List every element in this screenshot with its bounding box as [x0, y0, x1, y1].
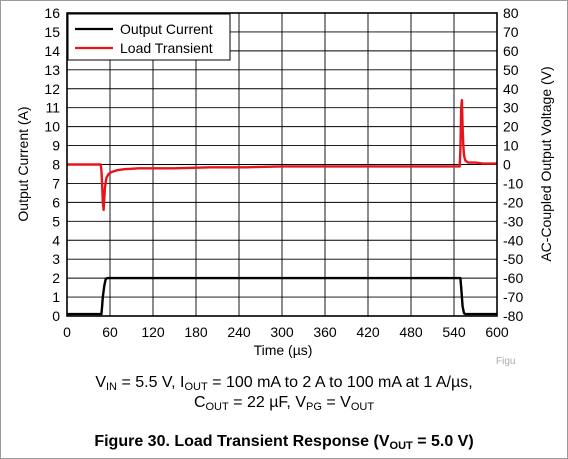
y-left-tick-label: 10: [44, 119, 60, 135]
y-right-tick-label: -20: [503, 194, 523, 210]
y-left-tick-label: 12: [44, 81, 60, 97]
y-axis-label-right: AC-Coupled Output Voltage (V): [538, 66, 554, 261]
x-tick-label: 540: [442, 324, 466, 340]
legend-label-output-current: Output Current: [120, 21, 213, 37]
y-left-tick-label: 9: [52, 138, 60, 154]
x-tick-label: 420: [356, 324, 380, 340]
y-right-tick-label: -50: [503, 251, 523, 267]
legend-box: [67, 13, 231, 61]
y-right-tick-label: -60: [503, 270, 523, 286]
y-left-tick-label: 3: [52, 251, 60, 267]
y-left-tick-label: 2: [52, 270, 60, 286]
y-left-tick-label: 13: [44, 62, 60, 78]
y-right-tick-label: -10: [503, 175, 523, 191]
series-layer: [67, 98, 497, 316]
x-tick-label: 240: [227, 324, 251, 340]
x-tick-label: 60: [102, 324, 118, 340]
y-right-tick-label: 0: [503, 157, 511, 173]
legend-label-load-transient: Load Transient: [120, 40, 213, 56]
y-right-tick-label: 10: [503, 138, 519, 154]
x-tick-label: 0: [63, 324, 71, 340]
y-left-tick-label: 7: [52, 175, 60, 191]
y-right-tick-label: 20: [503, 119, 519, 135]
x-axis-label: Time (µs): [254, 342, 313, 358]
x-tick-label: 600: [485, 324, 509, 340]
y-left-tick-label: 0: [52, 308, 60, 324]
series-line-load-transient: [67, 98, 497, 212]
caption-line-2: COUT = 22 µF, VPG = VOUT: [193, 394, 375, 413]
y-right-tick-label: 50: [503, 62, 519, 78]
load-transient-chart: 0 60 120 180 240 300 360 420 480 540 6000123456789…: [15, 5, 554, 358]
y-left-tick-label: 1: [52, 289, 60, 305]
y-left-tick-label: 16: [44, 5, 60, 21]
y-right-tick-label: -30: [503, 213, 523, 229]
plot-border: [66, 12, 498, 317]
y-left-tick-label: 5: [52, 213, 60, 229]
x-tick-label: 120: [141, 324, 165, 340]
y-right-tick-label: 80: [503, 5, 519, 21]
y-right-tick-label: -70: [503, 289, 523, 305]
x-tick-label: 480: [399, 324, 423, 340]
x-tick-label: 300: [270, 324, 294, 340]
y-right-tick-label: 60: [503, 43, 519, 59]
x-tick-label: 360: [313, 324, 337, 340]
y-left-tick-label: 11: [45, 100, 60, 116]
x-tick-label: 180: [184, 324, 208, 340]
watermark-text: Figu: [496, 356, 516, 367]
y-left-tick-label: 15: [44, 24, 60, 40]
y-right-tick-label: 30: [503, 100, 519, 116]
y-right-tick-label: -40: [503, 232, 523, 248]
y-left-tick-label: 4: [52, 232, 60, 248]
y-axis-label-left: Output Current (A): [15, 106, 31, 221]
y-left-tick-label: 14: [44, 43, 60, 59]
caption-line-1: VIN = 5.5 V, IOUT = 100 mA to 2 A to 100…: [95, 374, 473, 393]
y-right-tick-label: 70: [503, 24, 519, 40]
tick-labels: 0 60 120 180 240 300 360 420 480 540 6000123456789…: [44, 5, 523, 340]
legend: Output Current Load Transient: [67, 13, 231, 61]
y-right-tick-label: -80: [503, 308, 523, 324]
y-left-tick-label: 8: [52, 157, 60, 173]
figure-title: Figure 30. Load Transient Response (VOUT…: [94, 433, 474, 452]
y-right-tick-label: 40: [503, 81, 519, 97]
y-left-tick-label: 6: [52, 194, 60, 210]
series-line-output-current: [67, 276, 497, 316]
